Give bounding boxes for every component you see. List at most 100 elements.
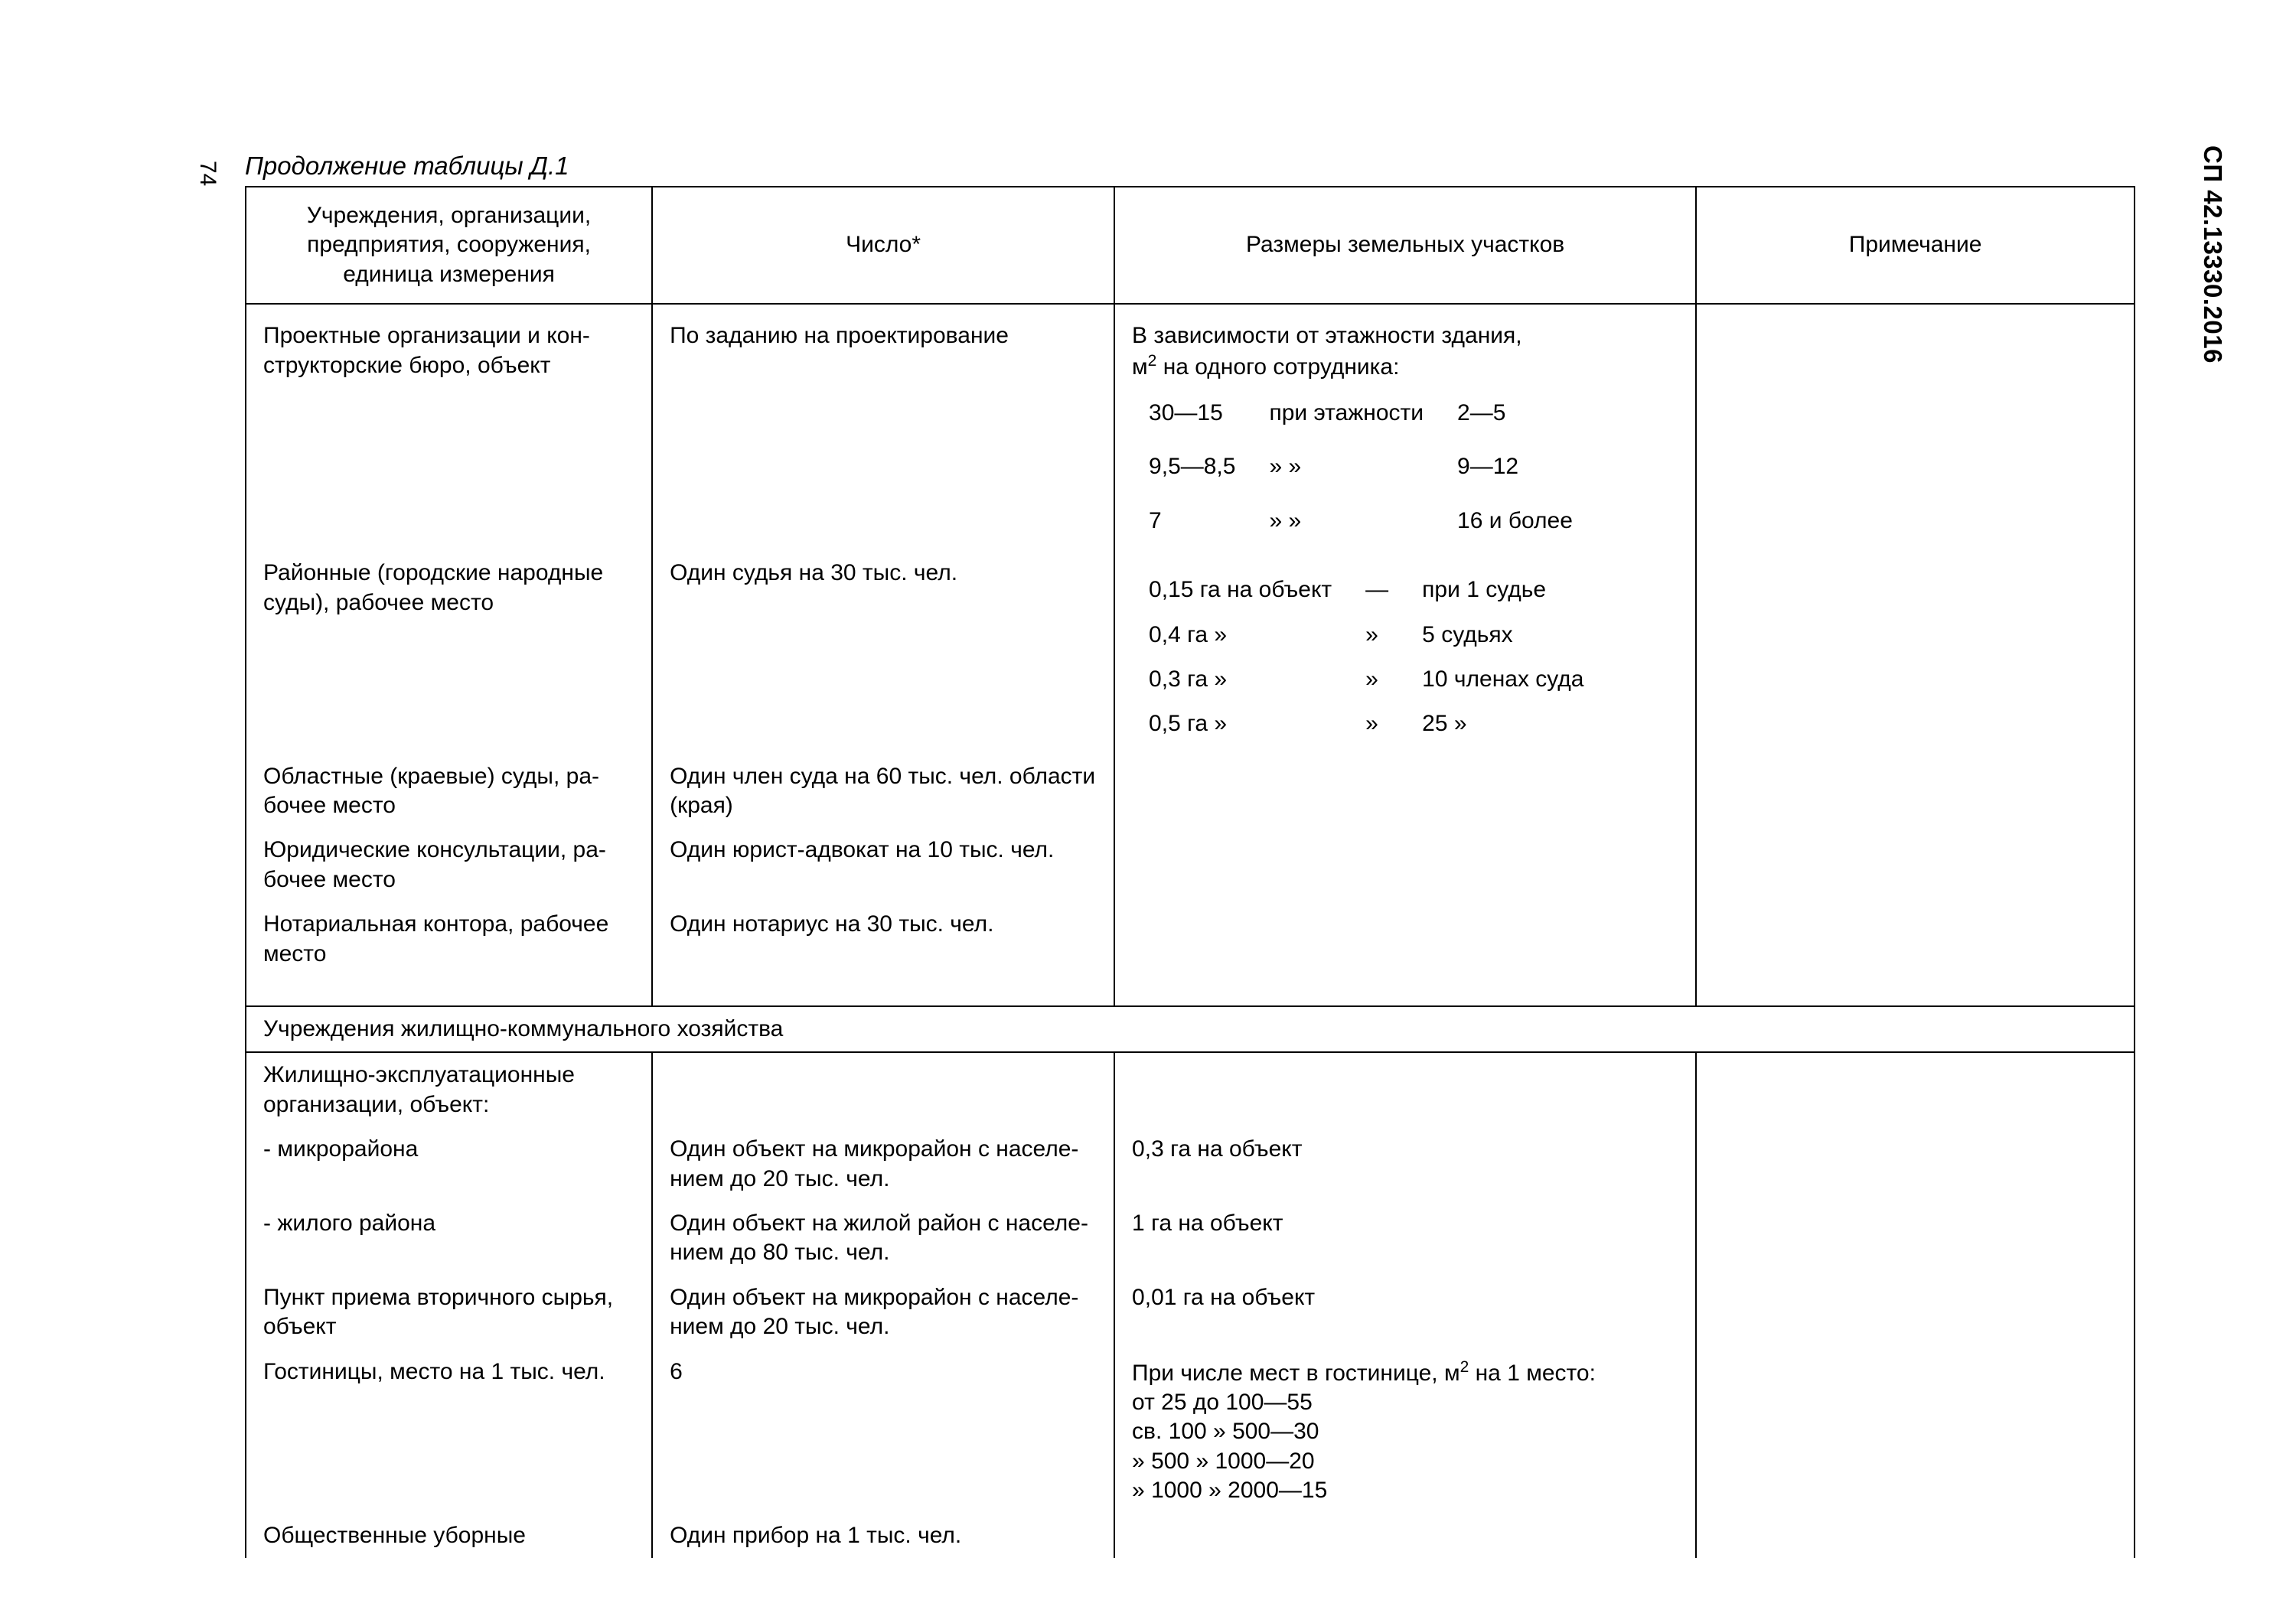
text: от 25 до 100—55 bbox=[1132, 1390, 1313, 1415]
spacer bbox=[1114, 976, 1696, 1006]
page: СП 42.13330.2016 74 Продолжение таблицы … bbox=[0, 0, 2296, 1623]
cell-land: 0,01 га на объект bbox=[1114, 1276, 1696, 1350]
v: » bbox=[1349, 613, 1405, 657]
cell-name: Нотариальная контора, рабочее место bbox=[246, 902, 652, 976]
cell-name: - микрорайона bbox=[246, 1127, 652, 1201]
table-row: Районные (городские народные суды), рабо… bbox=[246, 551, 2135, 754]
v: 0,3 га » bbox=[1132, 657, 1349, 702]
cell-number: Один судья на 30 тыс. чел. bbox=[652, 551, 1114, 754]
cell-land: 1 га на объект bbox=[1114, 1201, 1696, 1276]
cell-number: Один нотариус на 30 тыс. чел. bbox=[652, 902, 1114, 976]
table-row: Юридические консультации, ра­бочее место… bbox=[246, 828, 2135, 902]
v: 0,5 га » bbox=[1132, 702, 1349, 746]
v: при 1 судье bbox=[1405, 559, 1600, 612]
table-row: Нотариальная контора, рабочее место Один… bbox=[246, 902, 2135, 976]
v: 25 » bbox=[1405, 702, 1600, 746]
cell-note bbox=[1696, 304, 2135, 551]
table-row: - микрорайона Один объект на микрорайон … bbox=[246, 1127, 2135, 1201]
cell-note bbox=[1696, 1514, 2135, 1558]
cell-name: Жилищно-эксплуатационные организации, об… bbox=[246, 1052, 652, 1127]
cell-note bbox=[1696, 828, 2135, 902]
cell-note bbox=[1696, 1201, 2135, 1276]
cell-number: Один член суда на 60 тыс. чел. обла­сти … bbox=[652, 754, 1114, 829]
cell-land: 0,3 га на объект bbox=[1114, 1127, 1696, 1201]
cell-land: 0,15 га на объект — при 1 судье 0,4 га »… bbox=[1114, 551, 1696, 754]
col-header-2: Число* bbox=[652, 187, 1114, 304]
table-row: Пункт приема вторичного сырья, объект Од… bbox=[246, 1276, 2135, 1350]
spacer bbox=[1696, 976, 2135, 1006]
text: на одного сотрудника: bbox=[1156, 354, 1399, 380]
col-header-3: Размеры земельных участков bbox=[1114, 187, 1696, 304]
v: — bbox=[1349, 559, 1405, 612]
col-header-4: Примечание bbox=[1696, 187, 2135, 304]
cell-number: Один объект на микрорайон с населе­нием … bbox=[652, 1127, 1114, 1201]
v: 9,5—8,5 bbox=[1132, 435, 1252, 489]
v: 10 членах суда bbox=[1405, 657, 1600, 702]
cell-note bbox=[1696, 551, 2135, 754]
cell-land bbox=[1114, 1052, 1696, 1127]
cell-number: Один юрист-адвокат на 10 тыс. чел. bbox=[652, 828, 1114, 902]
cell-note bbox=[1696, 1276, 2135, 1350]
table-header-row: Учреждения, организации, предприятия, со… bbox=[246, 187, 2135, 304]
sub-row: 0,4 га » » 5 судьях bbox=[1132, 613, 1600, 657]
cell-note bbox=[1696, 1127, 2135, 1201]
cell-name: Пункт приема вторичного сырья, объект bbox=[246, 1276, 652, 1350]
cell-name: Областные (краевые) суды, ра­бочее место bbox=[246, 754, 652, 829]
cell-note bbox=[1696, 902, 2135, 976]
cell-land bbox=[1114, 754, 1696, 829]
table-row: Областные (краевые) суды, ра­бочее место… bbox=[246, 754, 2135, 829]
table-caption: Продолжение таблицы Д.1 bbox=[245, 152, 569, 181]
v: 5 судьях bbox=[1405, 613, 1600, 657]
cell-land bbox=[1114, 902, 1696, 976]
spacer bbox=[246, 976, 652, 1006]
v: » » bbox=[1252, 490, 1440, 543]
cell-name: Юридические консультации, ра­бочее место bbox=[246, 828, 652, 902]
sup: 2 bbox=[1460, 1358, 1469, 1376]
table-row: Общественные уборные Один прибор на 1 ты… bbox=[246, 1514, 2135, 1558]
text: на 1 место: bbox=[1469, 1361, 1596, 1386]
doc-number: СП 42.13330.2016 bbox=[2198, 145, 2227, 363]
cell-note bbox=[1696, 754, 2135, 829]
cell-number bbox=[652, 1052, 1114, 1127]
v: 9—12 bbox=[1440, 435, 1590, 489]
cell-number: Один объект на микрорайон с населе­нием … bbox=[652, 1276, 1114, 1350]
sub-row: 30—15 при этажности 2—5 bbox=[1132, 382, 1590, 435]
sub-table: 30—15 при этажности 2—5 9,5—8,5 » » 9—12 bbox=[1132, 382, 1590, 543]
v: » bbox=[1349, 702, 1405, 746]
text: В зависимости от этажности здания, bbox=[1132, 323, 1522, 348]
v: 0,4 га » bbox=[1132, 613, 1349, 657]
table-container: Учреждения, организации, предприятия, со… bbox=[245, 186, 2135, 1558]
sup: 2 bbox=[1148, 352, 1157, 370]
table-row: - жилого района Один объект на жилой рай… bbox=[246, 1201, 2135, 1276]
text: При числе мест в гостинице, м bbox=[1132, 1361, 1460, 1386]
v: 16 и более bbox=[1440, 490, 1590, 543]
text: » 1000 » 2000—15 bbox=[1132, 1478, 1327, 1503]
v: » » bbox=[1252, 435, 1440, 489]
v: » bbox=[1349, 657, 1405, 702]
standards-table: Учреждения, организации, предприятия, со… bbox=[245, 186, 2135, 1558]
sub-table: 0,15 га на объект — при 1 судье 0,4 га »… bbox=[1132, 559, 1600, 747]
cell-number: Один прибор на 1 тыс. чел. bbox=[652, 1514, 1114, 1558]
cell-number: Один объект на жилой район с населе­нием… bbox=[652, 1201, 1114, 1276]
text: св. 100 » 500—30 bbox=[1132, 1419, 1319, 1444]
sub-row: 0,3 га » » 10 членах суда bbox=[1132, 657, 1600, 702]
section-heading-row: Учреждения жилищно-коммунального хозяйст… bbox=[246, 1006, 2135, 1052]
v: 7 bbox=[1132, 490, 1252, 543]
cell-land bbox=[1114, 828, 1696, 902]
cell-number: 6 bbox=[652, 1350, 1114, 1514]
col-header-1: Учреждения, организации, предприятия, со… bbox=[246, 187, 652, 304]
cell-name: Общественные уборные bbox=[246, 1514, 652, 1558]
cell-land bbox=[1114, 1514, 1696, 1558]
v: 0,15 га на объект bbox=[1132, 559, 1349, 612]
cell-number: По заданию на проектирование bbox=[652, 304, 1114, 551]
section-heading: Учреждения жилищно-коммунального хозяйст… bbox=[246, 1006, 2135, 1052]
table-row: Гостиницы, место на 1 тыс. чел. 6 При чи… bbox=[246, 1350, 2135, 1514]
cell-note bbox=[1696, 1052, 2135, 1127]
spacer bbox=[652, 976, 1114, 1006]
cell-name: - жилого района bbox=[246, 1201, 652, 1276]
table-row: Проектные организации и кон­структорские… bbox=[246, 304, 2135, 551]
cell-name: Районные (городские народные суды), рабо… bbox=[246, 551, 652, 754]
v: 2—5 bbox=[1440, 382, 1590, 435]
text: м bbox=[1132, 354, 1148, 380]
sub-row: 9,5—8,5 » » 9—12 bbox=[1132, 435, 1590, 489]
